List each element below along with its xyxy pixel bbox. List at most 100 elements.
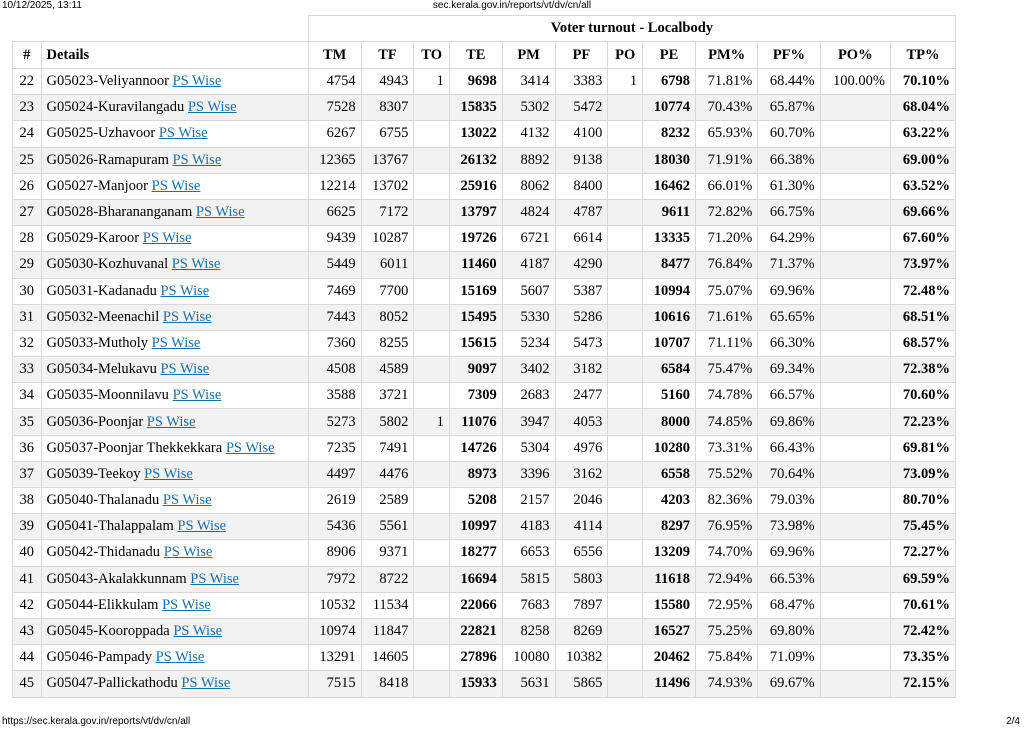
ps-wise-link[interactable]: PS Wise (151, 177, 201, 194)
cell-pm-pct: 76.95% (694, 513, 759, 541)
row-details: G05042-Thidanadu PS Wise (40, 539, 309, 567)
table-row: 35 G05036-Poonjar PS Wise 5273 5802 1 11076 39… (12, 408, 957, 436)
cell-pe: 10616 (642, 303, 696, 331)
row-details: G05034-Melukavu PS Wise (40, 356, 309, 384)
cell-pm: 3947 (501, 408, 556, 436)
cell-tf: 11534 (360, 591, 415, 619)
cell-pm-pct: 75.47% (694, 356, 759, 384)
cell-tf: 5561 (360, 513, 415, 541)
cell-to (413, 382, 450, 410)
row-details: G05040-Thalanadu PS Wise (40, 486, 309, 515)
cell-pf: 2046 (554, 486, 609, 515)
print-datetime: 10/12/2025, 13:11 (2, 0, 82, 11)
cell-pe: 6798 (642, 67, 696, 96)
ps-wise-link[interactable]: PS Wise (155, 649, 205, 666)
cell-po (607, 329, 644, 358)
cell-pf: 6614 (554, 225, 609, 253)
ps-wise-link[interactable]: PS Wise (146, 413, 196, 430)
cell-po (607, 617, 644, 646)
cell-pm: 2683 (501, 382, 556, 410)
cell-te: 9097 (448, 356, 503, 384)
cell-pe: 10994 (642, 277, 696, 305)
cell-po-pct (819, 565, 891, 593)
cell-tf: 3721 (360, 382, 415, 410)
row-index: 42 (12, 591, 42, 619)
cell-pe: 5160 (642, 382, 696, 410)
cell-po-pct (819, 303, 891, 331)
cell-pe: 11496 (642, 670, 696, 698)
table-body: 22 G05023-Veliyannoor PS Wise 4754 4943 1 969… (12, 67, 957, 698)
cell-te: 15169 (448, 277, 503, 305)
ps-wise-link[interactable]: PS Wise (160, 282, 210, 299)
ps-wise-link[interactable]: PS Wise (158, 125, 208, 142)
ps-wise-link[interactable]: PS Wise (151, 334, 201, 351)
cell-pf-pct: 69.96% (757, 539, 821, 567)
ps-wise-link[interactable]: PS Wise (172, 387, 222, 404)
cell-pm-pct: 76.84% (694, 251, 759, 279)
cell-pf: 5472 (554, 94, 609, 122)
ps-wise-link[interactable]: PS Wise (177, 518, 227, 535)
localbody-name: G05040-Thalanadu (46, 492, 160, 509)
row-details: G05025-Uzhavoor PS Wise (40, 120, 309, 148)
localbody-name: G05025-Uzhavoor (46, 125, 156, 142)
cell-pe: 13335 (642, 225, 696, 253)
column-header-row: # Details TM TF TO TE PM PF PO PE PM% PF% PO% TP% (12, 41, 957, 69)
ps-wise-link[interactable]: PS Wise (162, 492, 212, 509)
cell-pe: 6558 (642, 460, 696, 489)
cell-pm-pct: 72.95% (694, 591, 759, 619)
cell-te: 15495 (448, 303, 503, 331)
ps-wise-link[interactable]: PS Wise (173, 623, 223, 640)
cell-to (413, 172, 450, 200)
cell-pm: 3414 (501, 67, 556, 96)
ps-wise-link[interactable]: PS Wise (187, 99, 237, 116)
ps-wise-link[interactable]: PS Wise (181, 675, 231, 692)
ps-wise-link[interactable]: PS Wise (142, 230, 192, 247)
cell-tf: 14605 (360, 644, 415, 672)
cell-pe: 10774 (642, 94, 696, 122)
ps-wise-link[interactable]: PS Wise (162, 596, 211, 613)
cell-tm: 6625 (307, 198, 362, 227)
cell-tf: 11847 (360, 617, 415, 646)
ps-wise-link[interactable]: PS Wise (225, 439, 275, 456)
cell-pm-pct: 70.43% (694, 94, 759, 122)
cell-pm-pct: 66.01% (694, 172, 759, 200)
cell-pf-pct: 69.86% (757, 408, 821, 436)
cell-pf-pct: 66.38% (757, 146, 821, 174)
cell-pm-pct: 72.82% (694, 198, 759, 227)
cell-pf: 4787 (554, 198, 609, 227)
cell-tp-pct: 68.51% (889, 303, 957, 331)
cell-pf: 5865 (554, 670, 609, 698)
cell-tf: 8418 (360, 670, 415, 698)
cell-tm: 10974 (307, 617, 362, 646)
cell-tm: 9439 (307, 225, 362, 253)
cell-to: 1 (413, 67, 450, 96)
localbody-name: G05023-Veliyannoor (46, 73, 169, 90)
ps-wise-link[interactable]: PS Wise (144, 465, 193, 482)
print-url: sec.kerala.gov.in/reports/vt/dv/cn/all (432, 0, 592, 11)
ps-wise-link[interactable]: PS Wise (172, 73, 222, 90)
table-row: 41 G05043-Akalakkunnam PS Wise 7972 8722 166… (12, 565, 957, 593)
cell-te: 10997 (448, 513, 503, 541)
row-index: 33 (12, 356, 42, 384)
cell-tm: 12365 (307, 146, 362, 174)
cell-tf: 7491 (360, 434, 415, 462)
column-header-pf-pct: PF% (757, 41, 821, 69)
cell-to (413, 486, 450, 515)
ps-wise-link[interactable]: PS Wise (160, 361, 210, 378)
ps-wise-link[interactable]: PS Wise (162, 308, 212, 325)
ps-wise-link[interactable]: PS Wise (195, 204, 245, 221)
ps-wise-link[interactable]: PS Wise (190, 570, 239, 587)
cell-pf: 4100 (554, 120, 609, 148)
localbody-name: G05045-Kooroppada (46, 623, 170, 640)
ps-wise-link[interactable]: PS Wise (172, 151, 222, 168)
cell-pf: 4290 (554, 251, 609, 279)
row-details: G05041-Thalappalam PS Wise (40, 513, 309, 541)
print-footer: https://sec.kerala.gov.in/reports/vt/dv/… (0, 716, 1024, 728)
ps-wise-link[interactable]: PS Wise (171, 256, 221, 273)
cell-to (413, 591, 450, 619)
cell-pe: 15580 (642, 591, 696, 619)
cell-pf-pct: 71.37% (757, 251, 821, 279)
cell-pe: 10707 (642, 329, 696, 358)
row-details: G05033-Mutholy PS Wise (40, 329, 309, 358)
ps-wise-link[interactable]: PS Wise (163, 544, 213, 561)
